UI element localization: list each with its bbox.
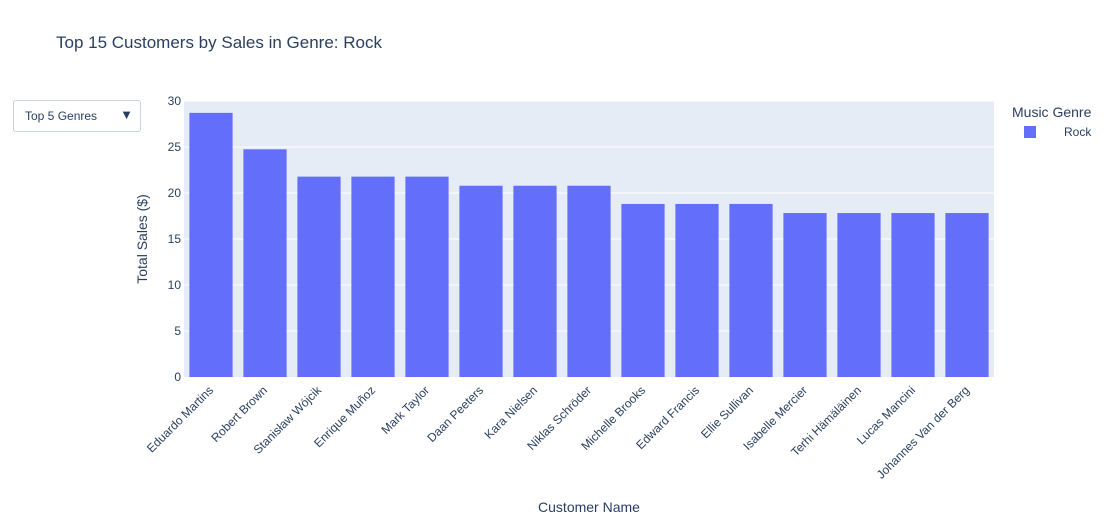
y-tick-label: 20 <box>168 186 182 200</box>
bar[interactable] <box>729 203 773 377</box>
y-tick-label: 25 <box>168 140 182 154</box>
y-axis-label: Total Sales ($) <box>134 194 150 283</box>
bar[interactable] <box>351 176 395 377</box>
x-tick-label: Kara Nielsen <box>482 383 540 441</box>
x-axis-label: Customer Name <box>538 499 640 515</box>
legend-label: Rock <box>1064 125 1092 139</box>
x-tick-label: Robert Brown <box>208 383 270 445</box>
bars <box>189 112 989 378</box>
bar[interactable] <box>621 203 665 377</box>
chart-title: Top 15 Customers by Sales in Genre: Rock <box>56 33 382 52</box>
y-tick-label: 15 <box>168 232 182 246</box>
bar[interactable] <box>189 112 233 378</box>
bar[interactable] <box>567 185 611 377</box>
x-tick-label: Enrique Muñoz <box>311 383 378 450</box>
gridlines <box>184 100 994 332</box>
legend-title: Music Genre <box>1012 104 1092 120</box>
x-tick-label: Lucas Mancini <box>854 383 918 447</box>
bar[interactable] <box>405 176 449 377</box>
x-tick-label: Johannes Van der Berg <box>874 383 972 481</box>
bar[interactable] <box>945 213 989 377</box>
x-tick-label: Daan Peeters <box>424 383 486 445</box>
x-tick-label: Niklas Schröder <box>524 383 594 453</box>
x-tick-label: Michelle Brooks <box>578 383 648 453</box>
genre-dropdown[interactable]: Top 5 Genres ▼ <box>13 100 141 132</box>
bar[interactable] <box>297 176 341 377</box>
genre-dropdown-label: Top 5 Genres <box>25 109 98 123</box>
plot-background <box>184 101 994 377</box>
bar[interactable] <box>891 213 935 377</box>
x-tick-label: Mark Taylor <box>379 383 433 437</box>
x-tick-label: Eduardo Martins <box>144 383 216 455</box>
legend-swatch <box>1024 126 1036 138</box>
y-tick-label: 0 <box>174 370 181 384</box>
y-tick-labels: 0 5 10 15 20 25 30 <box>168 94 182 384</box>
x-tick-label: Edward Francis <box>633 383 702 452</box>
bar[interactable] <box>243 149 287 377</box>
x-tick-label: Stanisław Wójcik <box>251 383 325 457</box>
x-tick-label: Ellie Sullivan <box>698 383 756 441</box>
dropdown-arrow-icon: ▼ <box>120 107 133 122</box>
y-tick-label: 10 <box>168 278 182 292</box>
bar[interactable] <box>783 213 827 377</box>
y-tick-label: 30 <box>168 94 182 108</box>
bar[interactable] <box>675 203 719 377</box>
bar[interactable] <box>459 185 503 377</box>
x-tick-label: Terhi Hämäläinen <box>788 383 864 459</box>
bar[interactable] <box>513 185 557 377</box>
x-tick-label: Isabelle Mercier <box>740 383 810 453</box>
bar[interactable] <box>837 213 881 377</box>
y-tick-label: 5 <box>174 324 181 338</box>
